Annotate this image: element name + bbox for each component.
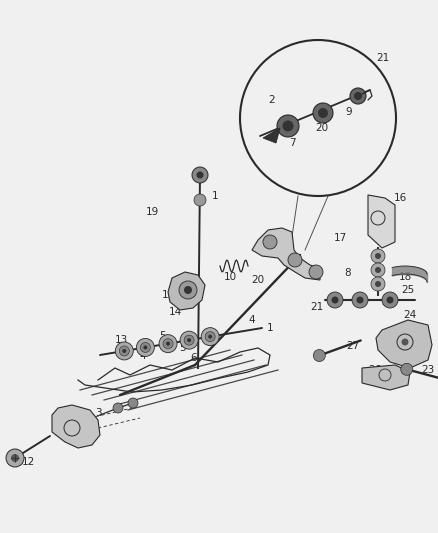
Text: 23: 23 (421, 365, 434, 375)
Text: 22: 22 (413, 330, 427, 340)
Circle shape (184, 286, 192, 294)
Text: 26: 26 (368, 365, 381, 375)
Text: 24: 24 (403, 310, 417, 320)
Circle shape (375, 267, 381, 273)
Text: 20: 20 (315, 123, 328, 133)
Text: 5: 5 (180, 343, 186, 353)
Polygon shape (362, 365, 410, 390)
Circle shape (113, 403, 123, 413)
Text: 21: 21 (311, 302, 324, 312)
Text: 14: 14 (168, 307, 182, 317)
Text: 18: 18 (399, 272, 412, 282)
Text: 1: 1 (212, 191, 218, 201)
Circle shape (313, 350, 325, 361)
Polygon shape (376, 320, 432, 368)
Circle shape (179, 281, 197, 299)
Circle shape (401, 364, 413, 375)
Circle shape (187, 338, 191, 342)
Circle shape (313, 103, 333, 123)
Circle shape (382, 292, 398, 308)
Text: 3: 3 (180, 280, 186, 290)
Circle shape (327, 292, 343, 308)
Circle shape (163, 338, 173, 349)
Circle shape (371, 263, 385, 277)
Circle shape (375, 281, 381, 287)
Polygon shape (52, 405, 100, 448)
Circle shape (205, 332, 215, 342)
Circle shape (197, 172, 204, 179)
Circle shape (143, 345, 147, 350)
Circle shape (128, 398, 138, 408)
Text: 16: 16 (393, 193, 406, 203)
Circle shape (140, 342, 150, 352)
Text: 25: 25 (401, 285, 415, 295)
Circle shape (357, 296, 364, 303)
Text: 8: 8 (345, 268, 351, 278)
Circle shape (180, 331, 198, 349)
Text: 4: 4 (249, 315, 255, 325)
Text: 12: 12 (21, 457, 35, 467)
Circle shape (283, 120, 293, 132)
Circle shape (288, 253, 302, 267)
Text: 5: 5 (159, 331, 165, 341)
Circle shape (166, 342, 170, 346)
Text: 10: 10 (223, 272, 237, 282)
Circle shape (184, 335, 194, 345)
Circle shape (386, 296, 393, 303)
Circle shape (350, 88, 366, 104)
Circle shape (208, 335, 212, 338)
Circle shape (371, 277, 385, 291)
Text: 27: 27 (346, 341, 360, 351)
Text: 3: 3 (95, 408, 101, 418)
Circle shape (277, 115, 299, 137)
Text: 20: 20 (251, 275, 265, 285)
Circle shape (6, 449, 24, 467)
Text: 6: 6 (191, 353, 197, 363)
Circle shape (119, 346, 129, 356)
Text: 21: 21 (376, 53, 390, 63)
Circle shape (354, 92, 362, 100)
Polygon shape (368, 195, 395, 248)
Polygon shape (263, 128, 280, 143)
Circle shape (11, 454, 19, 462)
Text: 2: 2 (268, 95, 276, 105)
Circle shape (309, 265, 323, 279)
Text: 7: 7 (289, 138, 295, 148)
Circle shape (136, 338, 154, 357)
Circle shape (201, 328, 219, 345)
Circle shape (122, 349, 126, 353)
Circle shape (263, 235, 277, 249)
Text: 9: 9 (346, 107, 352, 117)
Circle shape (115, 342, 133, 360)
Circle shape (318, 108, 328, 118)
Circle shape (352, 292, 368, 308)
Text: 4: 4 (140, 351, 146, 361)
Circle shape (194, 194, 206, 206)
Text: 11: 11 (72, 427, 85, 437)
Text: 15: 15 (161, 290, 175, 300)
Text: 28: 28 (381, 297, 395, 307)
Text: 13: 13 (114, 335, 127, 345)
Circle shape (375, 253, 381, 259)
Polygon shape (168, 272, 205, 310)
Text: 1: 1 (267, 323, 273, 333)
Circle shape (332, 296, 339, 303)
Circle shape (192, 167, 208, 183)
Text: 17: 17 (333, 233, 346, 243)
Polygon shape (252, 228, 320, 280)
Circle shape (402, 338, 409, 345)
Circle shape (159, 335, 177, 353)
Circle shape (371, 249, 385, 263)
Text: 19: 19 (145, 207, 159, 217)
